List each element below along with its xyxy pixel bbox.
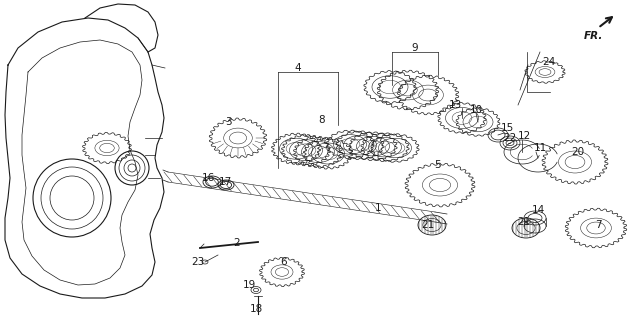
Text: 14: 14 (531, 205, 544, 215)
Text: 9: 9 (411, 43, 418, 53)
Text: 4: 4 (295, 63, 301, 73)
Text: 6: 6 (280, 257, 287, 267)
Text: 19: 19 (242, 280, 256, 290)
Text: 17: 17 (218, 177, 232, 187)
Text: 2: 2 (234, 238, 241, 248)
Text: 3: 3 (225, 117, 231, 127)
Text: 12: 12 (517, 131, 530, 141)
Text: FR.: FR. (584, 31, 603, 41)
Text: 23: 23 (191, 257, 204, 267)
Text: 1: 1 (375, 203, 381, 213)
Text: 18: 18 (249, 304, 263, 314)
Text: 8: 8 (318, 115, 325, 125)
Text: 13: 13 (448, 100, 461, 110)
Text: 5: 5 (435, 160, 441, 170)
Text: 10: 10 (470, 105, 482, 115)
Text: 7: 7 (594, 220, 601, 230)
Text: 15: 15 (500, 123, 513, 133)
Text: 11: 11 (534, 143, 547, 153)
Text: 20: 20 (572, 147, 584, 157)
Text: 22: 22 (503, 133, 517, 143)
Text: 24: 24 (542, 57, 556, 67)
Text: 16: 16 (201, 173, 215, 183)
Text: 21: 21 (517, 217, 530, 227)
Text: 21: 21 (422, 220, 435, 230)
